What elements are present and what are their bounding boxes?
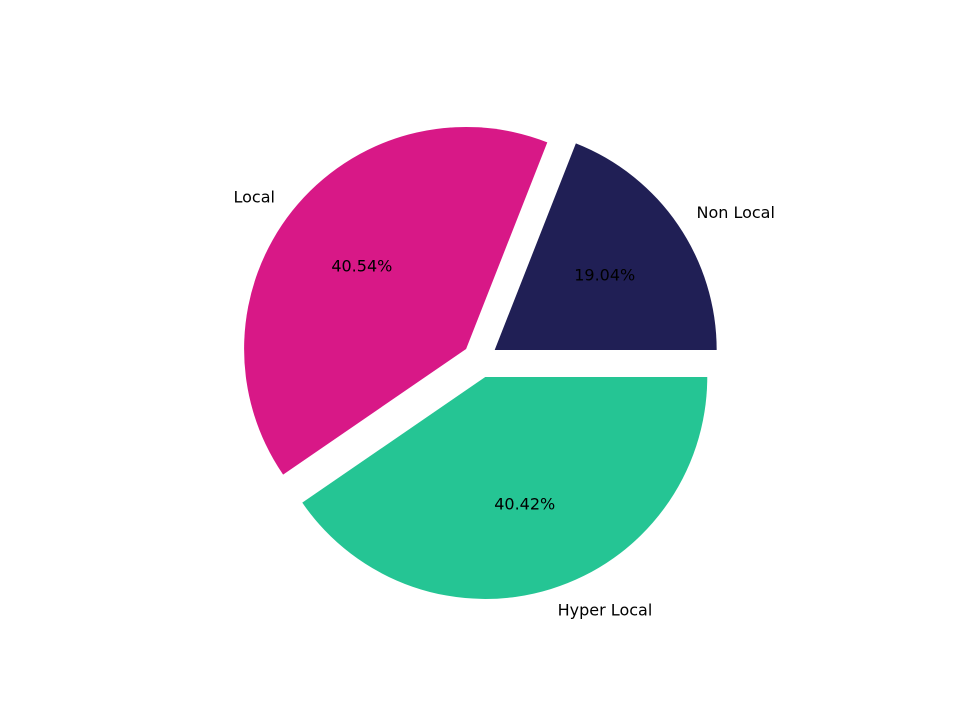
pie-slices xyxy=(244,126,717,599)
slice-percent-hyper-local: 40.42% xyxy=(494,495,555,514)
slice-label-local: Local xyxy=(233,187,274,206)
pie-slice-local xyxy=(244,126,548,475)
pie-labels: Non Local 19.04% Local 40.54% Hyper Local 40.… xyxy=(233,187,774,619)
slice-label-hyper-local: Hyper Local xyxy=(558,601,653,620)
slice-label-non-local: Non Local xyxy=(696,203,774,222)
pie-slice-non-local xyxy=(494,143,717,350)
pie-slice-hyper-local xyxy=(302,376,708,599)
slice-percent-local: 40.54% xyxy=(331,257,392,276)
slice-percent-non-local: 19.04% xyxy=(574,265,635,284)
